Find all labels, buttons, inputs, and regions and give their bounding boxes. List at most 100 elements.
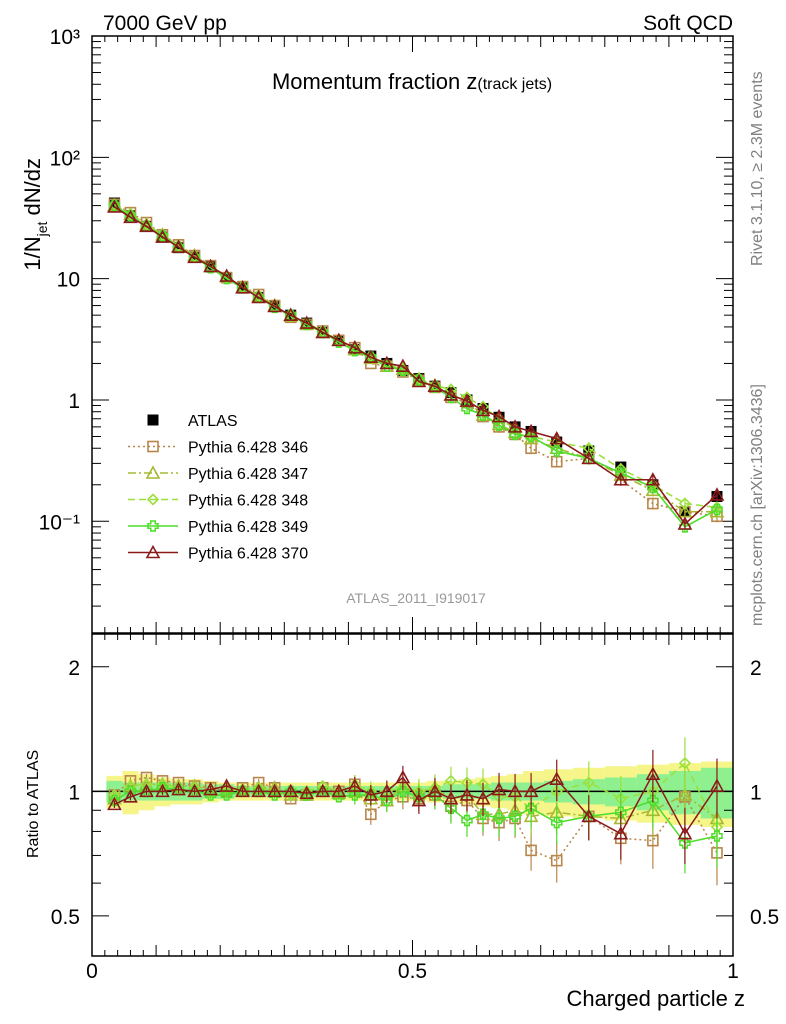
data-point — [493, 419, 505, 431]
series-line — [114, 203, 718, 509]
data-point — [171, 239, 186, 253]
ratio-point — [331, 783, 347, 798]
ratio-y-tick-label-left: 1 — [68, 781, 80, 804]
data-point — [709, 487, 725, 501]
ratio-axes-ticks: 0.5 0.5 1 1 2 2 0 0.5 1 — [51, 634, 779, 983]
data-point — [411, 373, 427, 388]
data-point — [140, 218, 153, 231]
main-y-axis-label: 1/Njet dN/dz — [20, 158, 50, 271]
legend-label: Pythia 6.428 348 — [188, 493, 308, 510]
main-y-tick-label: 1 — [68, 390, 80, 413]
data-point — [316, 324, 329, 338]
main-y-tick-label: 10³ — [50, 26, 80, 49]
ratio-point — [711, 830, 723, 842]
data-point — [613, 472, 629, 486]
legend-marker — [147, 414, 159, 426]
ratio-point — [582, 776, 595, 789]
main-series-layer — [107, 197, 725, 533]
ratio-point — [411, 792, 427, 807]
data-point — [108, 197, 120, 209]
ratio-point — [493, 812, 505, 825]
ratio-point — [349, 789, 361, 801]
ratio-point — [139, 783, 154, 798]
ratio-point — [645, 766, 661, 781]
main-plot-frame — [91, 35, 734, 634]
data-point — [678, 497, 692, 510]
ratio-point — [445, 802, 457, 815]
ratio-point — [235, 783, 250, 798]
legend-label: Pythia 6.428 370 — [188, 546, 308, 563]
ratio-point — [171, 781, 186, 796]
data-point — [139, 218, 154, 233]
ratio-point — [108, 794, 121, 807]
ratio-point — [709, 778, 725, 792]
process-label: Soft QCD — [643, 12, 733, 35]
data-point — [679, 521, 691, 533]
ratio-point — [459, 787, 475, 801]
legend: ATLAS Pythia 6.428 346 Pythia 6.428 347 Pyt… — [128, 413, 308, 563]
ratio-point — [155, 783, 170, 798]
ratio-point — [395, 769, 411, 784]
ratio-point — [525, 802, 537, 815]
data-point — [235, 280, 250, 294]
ratio-point — [549, 771, 565, 785]
ratio-point — [283, 783, 299, 798]
main-y-tick-label: 10² — [50, 147, 80, 170]
legend-marker — [147, 440, 159, 453]
x-axis-label: Charged particle z — [566, 986, 745, 1011]
ratio-point — [268, 789, 281, 801]
data-point — [427, 378, 443, 392]
ratio-point — [299, 785, 315, 799]
data-point — [459, 393, 475, 407]
ratio-point — [679, 837, 691, 849]
ratio-point — [647, 794, 659, 807]
data-point — [523, 423, 539, 438]
ratio-point — [123, 789, 138, 803]
ratio-y-tick-label-right: 2 — [750, 657, 762, 680]
x-tick-label: 0 — [86, 960, 98, 983]
legend-label: Pythia 6.428 346 — [188, 440, 308, 457]
main-axes-ticks: 10⁻¹ 1 10 10² 10³ — [39, 26, 734, 633]
data-point — [155, 229, 170, 243]
x-tick-label: 0.5 — [398, 960, 427, 983]
ratio-point — [581, 808, 597, 823]
ratio-point — [379, 783, 395, 798]
ratio-point — [550, 854, 563, 867]
data-point — [203, 258, 218, 273]
ratio-point — [187, 783, 202, 798]
ratio-point — [475, 790, 491, 805]
plot-title: Momentum fraction z(track jets) — [272, 69, 552, 94]
ratio-point — [477, 808, 489, 821]
data-point — [187, 249, 202, 264]
data-point — [443, 387, 459, 401]
ratio-point — [550, 816, 563, 829]
ratio-point — [507, 783, 523, 798]
data-point — [395, 358, 411, 372]
legend-marker — [145, 465, 161, 479]
data-point — [507, 419, 523, 433]
ratio-point — [397, 785, 409, 798]
x-tick-label: 1 — [727, 960, 739, 983]
ratio-point — [220, 789, 233, 801]
data-point — [549, 430, 565, 445]
rivet-version-text: Rivet 3.1.10, ≥ 2.3M events — [749, 71, 766, 266]
ratio-point — [491, 781, 507, 796]
main-y-tick-label: 10 — [57, 269, 80, 292]
data-point — [347, 339, 363, 354]
ratio-point — [203, 781, 218, 796]
ratio-line — [113, 783, 718, 820]
data-point — [711, 503, 723, 516]
data-point — [331, 332, 347, 347]
ratio-point — [251, 783, 267, 798]
analysis-id-label: ATLAS_2011_I919017 — [346, 590, 486, 606]
ratio-y-tick-label-right: 1 — [750, 781, 762, 804]
ratio-point — [427, 783, 443, 798]
ratio-point — [219, 778, 234, 792]
data-point — [581, 450, 597, 465]
series-pythia-6-428-370 — [107, 199, 725, 530]
ratio-series-layer — [107, 737, 725, 886]
ratio-y-tick-label-right: 0.5 — [750, 906, 779, 929]
ratio-series-pythia-6-428-370 — [107, 749, 725, 864]
ratio-point — [678, 756, 692, 770]
